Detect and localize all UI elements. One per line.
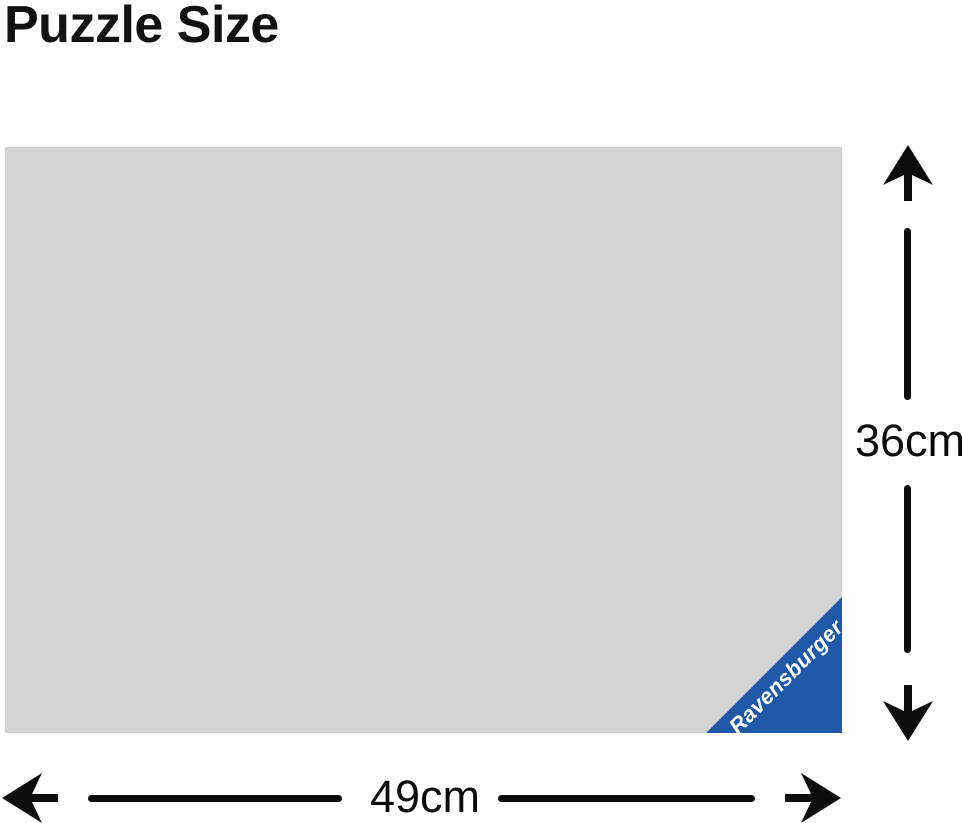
puzzle-board: Ravensburger xyxy=(5,147,842,733)
ravensburger-corner-logo: Ravensburger xyxy=(706,597,842,733)
page-title: Puzzle Size xyxy=(4,0,279,54)
width-dimension-line-right xyxy=(498,795,755,802)
brand-triangle xyxy=(706,597,842,733)
arrow-down-icon xyxy=(883,685,933,741)
height-dimension-line-upper xyxy=(904,228,911,400)
width-dimension-line-left xyxy=(88,795,342,802)
arrow-left-icon xyxy=(2,773,58,823)
arrow-up-icon xyxy=(883,145,933,201)
height-dimension-line-lower xyxy=(904,485,911,653)
height-dimension-label: 36cm xyxy=(854,415,963,466)
width-dimension-label: 49cm xyxy=(369,771,481,822)
arrow-right-icon xyxy=(785,773,841,823)
